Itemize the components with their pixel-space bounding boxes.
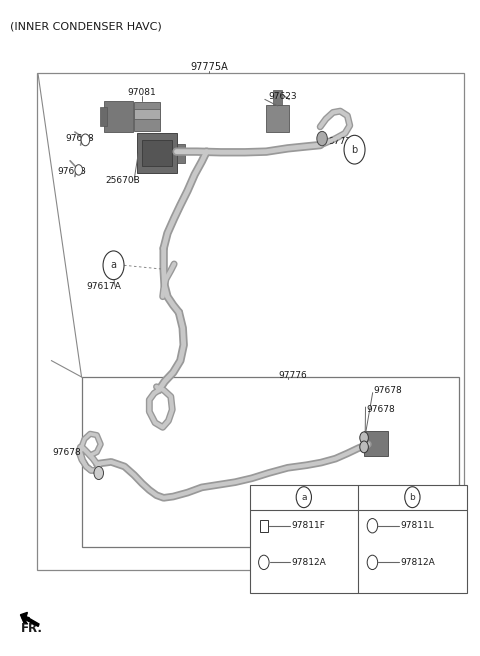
Bar [104, 100, 132, 132]
FancyArrow shape [21, 613, 39, 626]
Text: (INNER CONDENSER HAVC): (INNER CONDENSER HAVC) [10, 21, 162, 31]
Text: 97623: 97623 [269, 92, 297, 100]
Bar [250, 485, 467, 592]
Bar [177, 144, 185, 152]
Text: 97617A: 97617A [86, 281, 121, 291]
Bar [266, 104, 289, 132]
Bar [133, 102, 160, 131]
Circle shape [405, 487, 420, 508]
Text: 97775A: 97775A [190, 62, 228, 72]
Bar [177, 155, 185, 163]
Bar [137, 133, 177, 173]
Text: FR.: FR. [21, 622, 42, 635]
Text: 97812A: 97812A [291, 558, 326, 567]
Circle shape [360, 441, 368, 453]
Circle shape [75, 165, 83, 175]
Circle shape [344, 135, 365, 164]
Circle shape [367, 518, 378, 533]
Text: 97678: 97678 [58, 167, 86, 176]
Circle shape [259, 555, 269, 569]
Text: 97678: 97678 [66, 134, 95, 143]
Text: b: b [409, 493, 415, 502]
Bar [273, 91, 282, 104]
Bar [37, 73, 464, 569]
Text: 97811L: 97811L [400, 522, 434, 530]
Text: 97678: 97678 [52, 447, 81, 457]
Text: a: a [301, 493, 307, 502]
Circle shape [81, 134, 90, 146]
Text: 97812A: 97812A [400, 558, 435, 567]
Bar [260, 520, 268, 531]
Circle shape [296, 487, 312, 508]
Circle shape [367, 555, 378, 569]
Bar [133, 109, 160, 119]
Text: 25670B: 25670B [106, 176, 140, 185]
Bar [142, 140, 172, 166]
Circle shape [103, 251, 124, 279]
Circle shape [360, 432, 368, 443]
Text: a: a [110, 260, 117, 270]
Text: 97081: 97081 [128, 89, 156, 97]
Bar [364, 431, 388, 456]
Text: b: b [351, 145, 358, 155]
Bar [82, 377, 458, 547]
Circle shape [94, 466, 104, 480]
Text: 97776: 97776 [278, 371, 307, 380]
Circle shape [317, 131, 327, 146]
Text: 97678: 97678 [373, 386, 402, 394]
Bar [100, 107, 107, 125]
Text: 97811F: 97811F [291, 522, 325, 530]
Text: 97678: 97678 [366, 405, 395, 414]
Text: 97737: 97737 [328, 136, 357, 146]
